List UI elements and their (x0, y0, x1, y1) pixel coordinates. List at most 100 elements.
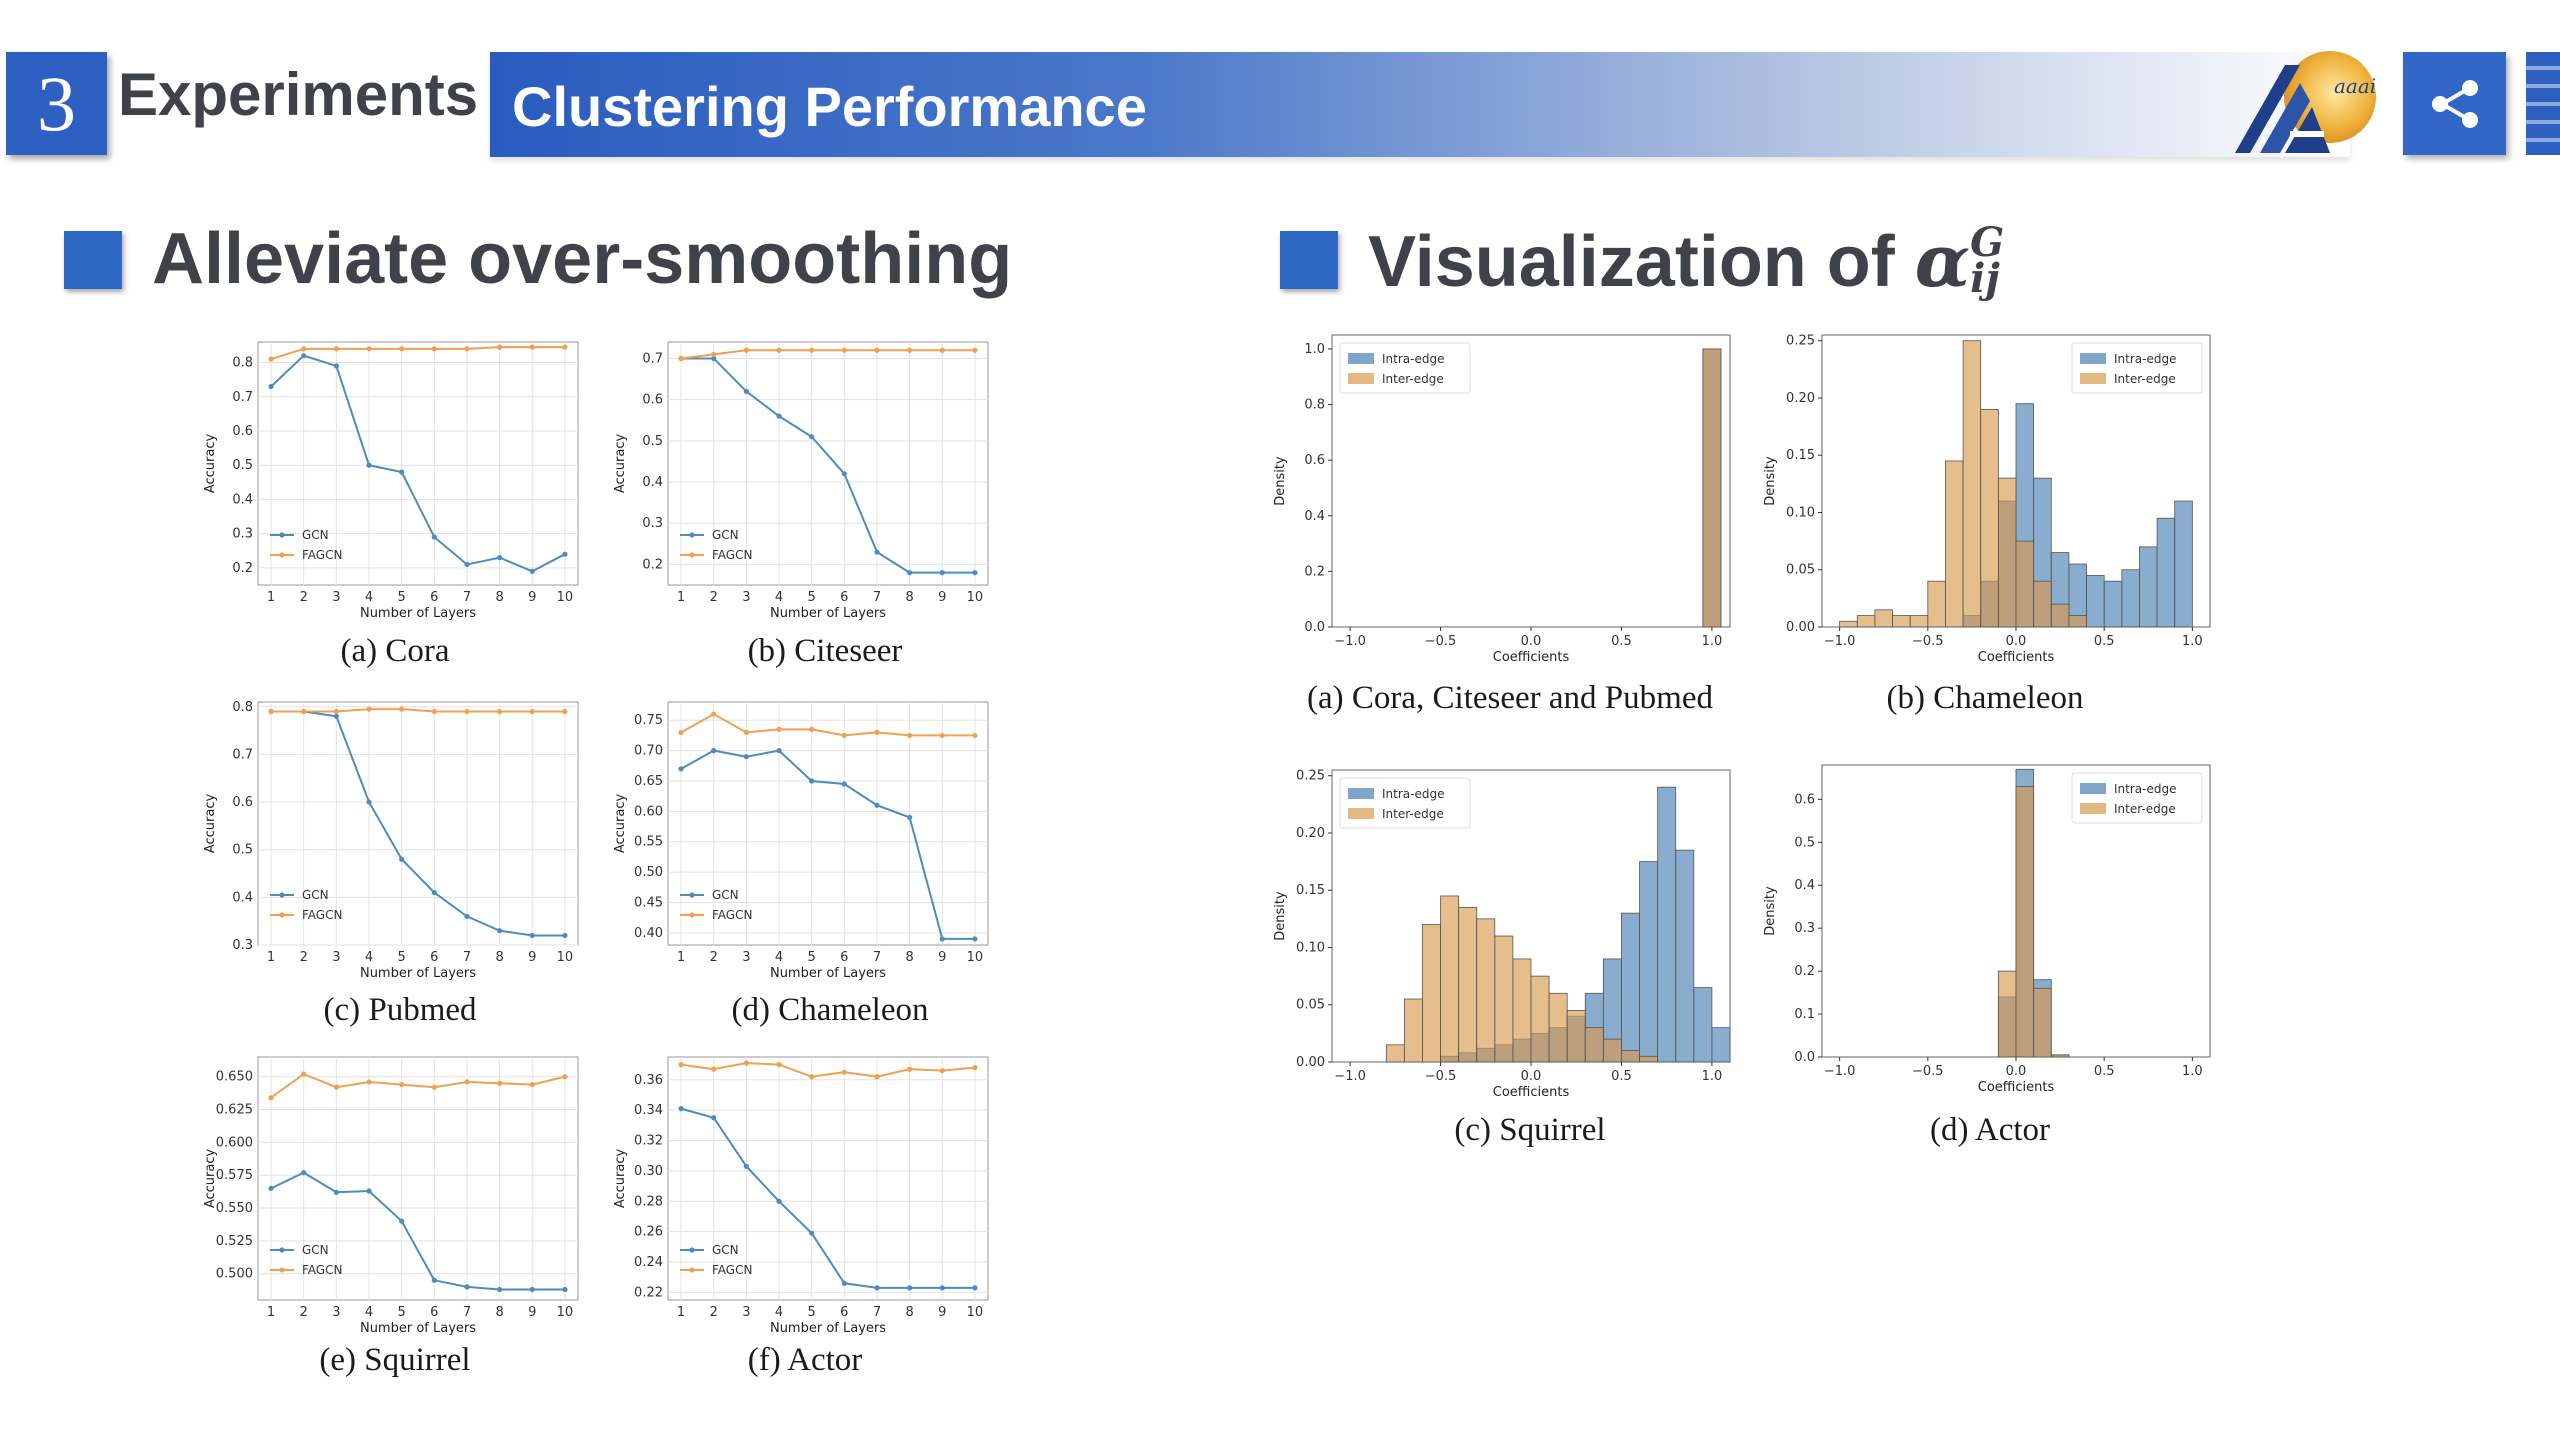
x-axis-label: Number of Layers (360, 966, 476, 981)
legend-label: Intra-edge (1382, 787, 1444, 801)
x-tick-label: 0.0 (1521, 1069, 1542, 1084)
y-tick-label: 0.36 (634, 1073, 663, 1088)
histogram-bar (1980, 409, 1999, 628)
data-point (562, 551, 568, 557)
y-tick-label: 0.22 (634, 1285, 663, 1300)
legend-marker (279, 892, 285, 898)
x-tick-label: 3 (742, 1305, 750, 1320)
histogram-bar (1839, 620, 1858, 628)
y-tick-label: 0.6 (642, 393, 663, 408)
y-axis-label: Density (1273, 891, 1288, 941)
data-point (431, 708, 437, 715)
data-point (431, 346, 437, 352)
data-point (776, 726, 782, 732)
data-point (711, 711, 717, 717)
caption-cora: (a) Cora (340, 633, 450, 669)
y-tick-label: 0.6 (232, 424, 253, 439)
data-point (399, 1081, 405, 1088)
data-point (743, 1060, 749, 1066)
data-point (678, 355, 684, 362)
histogram-bar (1385, 1044, 1405, 1063)
data-point (431, 1277, 437, 1283)
menu-icon[interactable] (2526, 52, 2560, 155)
histogram-bar (2121, 569, 2140, 628)
histogram-bar (1476, 918, 1496, 1063)
y-tick-label: 0.20 (1786, 391, 1815, 406)
data-point (399, 346, 405, 352)
data-point (874, 1285, 880, 1291)
legend-swatch (2080, 373, 2106, 384)
y-tick-label: 0.550 (216, 1201, 253, 1216)
y-tick-label: 0.5 (232, 458, 253, 473)
x-tick-label: 10 (967, 1305, 984, 1320)
legend-label: Inter-edge (1382, 372, 1444, 386)
legend-label: Inter-edge (2114, 802, 2176, 816)
data-point (464, 1079, 470, 1085)
x-tick-label: 8 (905, 590, 913, 605)
x-tick-label: 2 (300, 590, 308, 605)
x-tick-label: 8 (905, 1305, 913, 1320)
x-tick-label: 1.0 (2182, 1064, 2203, 1079)
y-tick-label: 0.7 (232, 747, 253, 762)
y-tick-label: 0.3 (642, 516, 663, 531)
x-axis-label: Coefficients (1978, 1080, 2055, 1095)
y-tick-label: 0.7 (232, 390, 253, 405)
x-axis-label: Number of Layers (770, 1321, 886, 1336)
chart-accuracy-pubmed: 1 2 3 4 5 6 7 8 9 10 0.3 0.4 0.5 0.6 0.7 0.8 Number of L… (200, 690, 600, 990)
data-point (431, 889, 437, 896)
share-button[interactable] (2403, 52, 2506, 155)
x-tick-label: 2 (300, 950, 308, 965)
x-tick-label: −0.5 (1912, 1064, 1944, 1079)
data-point (939, 347, 945, 353)
y-tick-label: 0.70 (634, 744, 663, 759)
x-tick-label: 10 (557, 590, 574, 605)
caption-squirrel-density: (c) Squirrel (1454, 1112, 1606, 1148)
series-line (271, 710, 565, 937)
y-tick-label: 0.2 (232, 561, 253, 576)
histogram-bar (1675, 849, 1695, 1063)
x-tick-label: 8 (495, 1305, 503, 1320)
legend-label: Intra-edge (1382, 352, 1444, 366)
y-tick-label: 0.25 (1786, 334, 1815, 349)
slide-title: Clustering Performance (512, 75, 1147, 138)
x-tick-label: 1.0 (2182, 634, 2203, 649)
x-axis-label: Coefficients (1493, 1085, 1570, 1100)
histogram-bar (1693, 987, 1713, 1063)
data-point (841, 1280, 847, 1286)
section-number-badge: 3 (6, 52, 107, 155)
data-point (907, 814, 913, 821)
x-tick-label: 0.0 (2006, 634, 2027, 649)
y-tick-label: 0.10 (1296, 940, 1325, 955)
data-point (301, 353, 307, 359)
legend-marker (689, 1267, 695, 1273)
x-tick-label: 9 (938, 590, 946, 605)
legend-swatch (2080, 783, 2106, 794)
data-point (972, 1285, 978, 1291)
histogram-bar (1566, 1010, 1586, 1063)
plot-frame (667, 701, 989, 946)
y-tick-label: 0.28 (634, 1194, 663, 1209)
x-tick-label: 1.0 (1702, 1069, 1723, 1084)
histogram-bar (1494, 935, 1514, 1063)
data-point (874, 549, 880, 555)
data-point (464, 561, 470, 568)
x-tick-label: 5 (398, 1305, 406, 1320)
y-tick-label: 0.05 (1296, 998, 1325, 1013)
x-tick-label: −0.5 (1425, 634, 1457, 649)
data-point (939, 1068, 945, 1074)
y-tick-label: 0.500 (216, 1267, 253, 1282)
x-tick-label: 1 (677, 1305, 685, 1320)
plot-frame (667, 341, 989, 586)
data-point (678, 1106, 684, 1112)
data-point (497, 1080, 503, 1086)
caption-pubmed: (c) Pubmed (323, 992, 477, 1028)
data-point (562, 344, 568, 350)
y-axis-label: Accuracy (203, 794, 218, 854)
data-point (907, 1285, 913, 1291)
series-line (680, 349, 975, 360)
data-point (809, 726, 815, 732)
data-point (399, 856, 405, 862)
data-point (333, 1189, 339, 1195)
y-tick-label: 0.4 (1304, 509, 1325, 524)
data-point (743, 1163, 749, 1169)
